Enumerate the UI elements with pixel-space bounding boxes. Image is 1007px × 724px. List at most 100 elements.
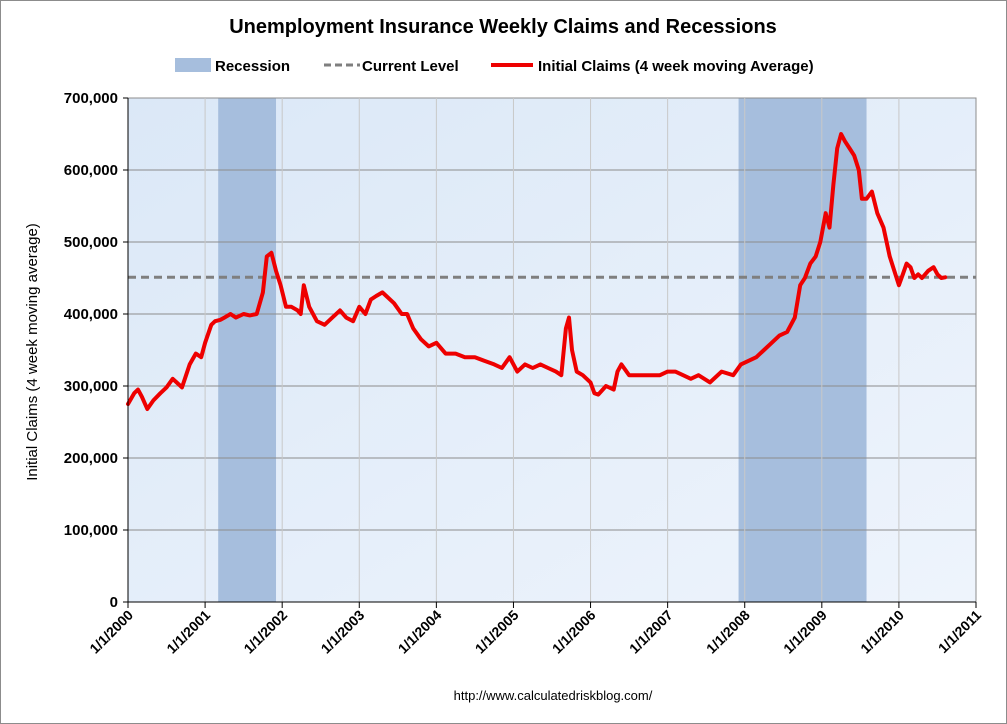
claims-data-point (920, 276, 924, 280)
claims-data-point (616, 370, 620, 374)
claims-data-point (265, 254, 269, 258)
claims-data-point (839, 132, 843, 136)
claims-data-point (843, 139, 847, 143)
legend-swatch-recession (175, 58, 211, 72)
claims-data-point (581, 373, 585, 377)
claims-data-point (380, 290, 384, 294)
claims-data-point (175, 380, 179, 384)
claims-data-point (646, 373, 650, 377)
claims-data-point (824, 211, 828, 215)
claims-data-point (473, 355, 477, 359)
claims-data-point (261, 290, 265, 294)
claims-data-point (770, 341, 774, 345)
claims-data-point (689, 377, 693, 381)
claims-data-point (892, 269, 896, 273)
x-tick-label: 1/1/2003 (318, 607, 368, 657)
claims-data-point (500, 366, 504, 370)
claims-data-point (531, 366, 535, 370)
gridlines (128, 97, 976, 602)
claims-data-point (658, 373, 662, 377)
claims-data-point (559, 373, 563, 377)
claims-data-point (363, 312, 367, 316)
claims-data-point (860, 197, 864, 201)
claims-data-point (132, 391, 136, 395)
claims-data-point (681, 373, 685, 377)
claims-data-point (619, 362, 623, 366)
x-tick-label: 1/1/2005 (472, 607, 522, 657)
claims-data-point (803, 276, 807, 280)
claims-data-point (255, 312, 259, 316)
claims-data-point (731, 373, 735, 377)
claims-data-point (596, 393, 600, 397)
claims-data-point (209, 323, 213, 327)
claims-data-point (299, 312, 303, 316)
claims-data-point (943, 275, 947, 279)
claims-data-point (881, 226, 885, 230)
claims-data-point (793, 316, 797, 320)
claims-data-point (289, 305, 293, 309)
claims-data-point (538, 362, 542, 366)
claims-data-point (151, 398, 155, 402)
claims-data-point (248, 313, 252, 317)
x-tick-label: 1/1/2010 (857, 607, 907, 657)
claims-data-point (242, 312, 246, 316)
claims-data-point (158, 391, 162, 395)
claims-data-point (762, 348, 766, 352)
y-tick-label: 200,000 (64, 450, 118, 467)
claims-data-point (901, 272, 905, 276)
claims-data-point (392, 301, 396, 305)
legend-label-recession: Recession (215, 58, 290, 75)
claims-data-point (145, 407, 149, 411)
recession-band-1 (218, 98, 277, 602)
claims-data-point (203, 341, 207, 345)
claims-data-point (330, 316, 334, 320)
claims-data-point (912, 276, 916, 280)
claims-data-point (411, 326, 415, 330)
x-tick-label: 1/1/2000 (86, 607, 136, 657)
claims-data-point (570, 348, 574, 352)
y-axis-ticks: 0 100,000 200,000 300,000 400,000 500,000 600,… (64, 90, 128, 611)
y-axis-label: Initial Claims (4 week moving average) (24, 223, 41, 481)
claims-data-point (798, 283, 802, 287)
claims-data-point (848, 146, 852, 150)
claims-data-point (567, 316, 571, 320)
legend-label-initial-claims: Initial Claims (4 week moving Average) (538, 58, 814, 75)
claims-data-point (315, 319, 319, 323)
x-tick-label: 1/1/2007 (626, 607, 676, 657)
claims-data-point (627, 373, 631, 377)
claims-data-point (234, 316, 238, 320)
claims-data-point (508, 355, 512, 359)
claims-data-point (188, 362, 192, 366)
claims-data-point (219, 318, 223, 322)
claims-data-point (405, 312, 409, 316)
claims-data-point (482, 359, 486, 363)
claims-data-point (434, 341, 438, 345)
x-tick-label: 1/1/2006 (549, 607, 599, 657)
y-tick-label: 400,000 (64, 306, 118, 323)
claims-data-point (515, 370, 519, 374)
claims-data-point (696, 373, 700, 377)
y-tick-label: 500,000 (64, 234, 118, 251)
chart-title: Unemployment Insurance Weekly Claims and… (229, 16, 777, 38)
claims-data-point (747, 359, 751, 363)
claims-data-point (673, 370, 677, 374)
claims-data-point (296, 308, 300, 312)
claims-data-point (229, 312, 233, 316)
claims-data-point (269, 251, 273, 255)
claims-data-point (754, 355, 758, 359)
legend: Recession Current Level Initial Claims (… (175, 58, 814, 75)
claims-data-point (463, 355, 467, 359)
x-tick-label: 1/1/2011 (935, 607, 984, 656)
claims-data-point (612, 388, 616, 392)
claims-data-point (708, 380, 712, 384)
claims-data-point (338, 308, 342, 312)
claims-data-point (666, 370, 670, 374)
claims-data-point (831, 182, 835, 186)
claims-data-point (604, 384, 608, 388)
claims-data-point (444, 352, 448, 356)
claims-data-point (351, 319, 355, 323)
claims-data-point (808, 262, 812, 266)
claims-data-point (136, 388, 140, 392)
claims-data-point (575, 370, 579, 374)
